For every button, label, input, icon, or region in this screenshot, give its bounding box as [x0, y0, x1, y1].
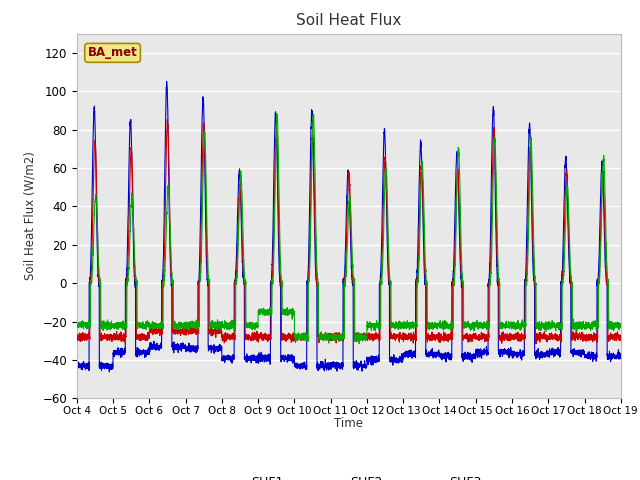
Title: Soil Heat Flux: Soil Heat Flux	[296, 13, 401, 28]
Y-axis label: Soil Heat Flux (W/m2): Soil Heat Flux (W/m2)	[24, 152, 36, 280]
Text: BA_met: BA_met	[88, 47, 138, 60]
X-axis label: Time: Time	[334, 418, 364, 431]
Legend: SHF1, SHF2, SHF3: SHF1, SHF2, SHF3	[211, 471, 486, 480]
